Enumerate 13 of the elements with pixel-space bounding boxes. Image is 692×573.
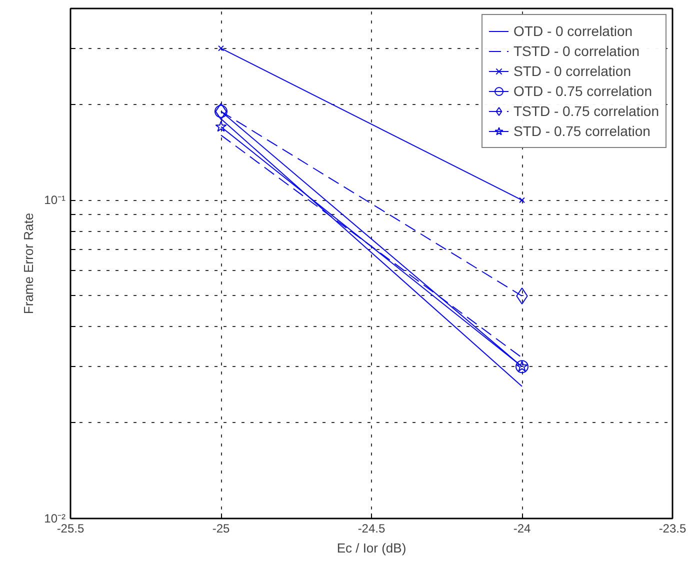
legend-label: TSTD - 0 correlation [514,42,640,61]
y-axis-title: Frame Error Rate [21,212,36,314]
x-tick-label: -24 [513,522,531,536]
y-tick-label: 10⁻¹ [44,193,66,208]
legend-label: TSTD - 0.75 correlation [514,102,659,121]
x-tick-label: -24.5 [358,522,386,536]
legend-label: OTD - 0.75 correlation [514,82,652,101]
legend-label: STD - 0 correlation [514,62,631,81]
legend-label: STD - 0.75 correlation [514,122,650,141]
legend-label: OTD - 0 correlation [514,22,633,41]
x-tick-label: -23.5 [658,522,686,536]
x-tick-label: -25 [212,522,230,536]
x-axis-title: Ec / Ior (dB) [336,540,406,556]
